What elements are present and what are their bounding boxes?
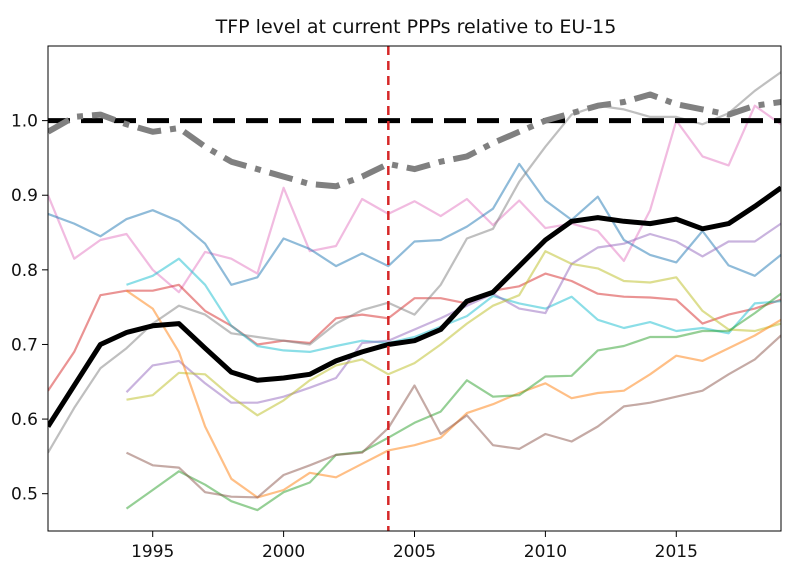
x-tick-label: 2015 xyxy=(655,542,698,562)
series-line-dashdot xyxy=(48,91,781,190)
series-line-bold xyxy=(48,185,781,428)
series-line-9 xyxy=(126,334,781,499)
x-tick-label: 2010 xyxy=(524,542,567,562)
y-tick-label: 0.5 xyxy=(11,485,38,505)
series-line-0 xyxy=(48,104,781,294)
x-tick-label: 2000 xyxy=(262,542,305,562)
y-tick-label: 0.6 xyxy=(11,410,38,430)
y-tick-label: 1.0 xyxy=(11,112,38,132)
y-tick-label: 0.9 xyxy=(11,186,38,206)
x-tick-label: 1995 xyxy=(131,542,174,562)
series-line-8 xyxy=(125,292,781,512)
x-tick-label: 2005 xyxy=(393,542,436,562)
series-line-6 xyxy=(126,250,781,417)
y-tick-label: 0.7 xyxy=(11,335,38,355)
series-line-4 xyxy=(126,257,781,353)
series-lines xyxy=(48,46,781,531)
y-axis: 0.5 0.6 0.7 0.8 0.9 1.0 xyxy=(11,112,48,505)
series-line-2 xyxy=(48,272,781,392)
series-line-3 xyxy=(48,71,781,454)
series-line-1 xyxy=(48,162,781,286)
chart-title: TFP level at current PPPs relative to EU… xyxy=(215,16,617,38)
y-tick-label: 0.8 xyxy=(11,261,38,281)
x-axis: 1995 2000 2005 2010 2015 xyxy=(131,531,698,562)
